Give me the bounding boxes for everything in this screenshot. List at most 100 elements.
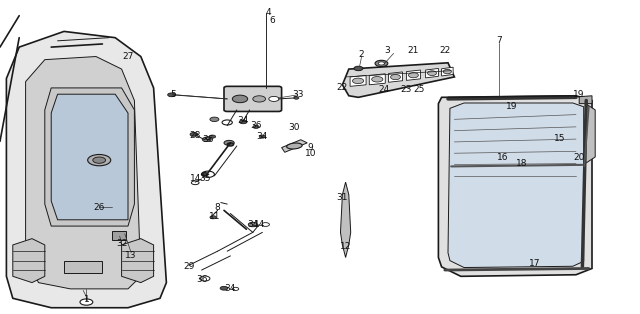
- Text: 12: 12: [340, 242, 351, 251]
- Polygon shape: [13, 239, 45, 283]
- Circle shape: [220, 286, 228, 290]
- Text: 28: 28: [189, 131, 201, 139]
- Text: 31: 31: [337, 193, 348, 202]
- Ellipse shape: [444, 69, 451, 74]
- Text: 22: 22: [439, 46, 451, 55]
- Circle shape: [202, 137, 211, 142]
- Text: 4: 4: [266, 8, 271, 17]
- Circle shape: [224, 140, 234, 145]
- Text: 13: 13: [125, 252, 137, 260]
- Circle shape: [262, 223, 269, 226]
- Text: 34: 34: [225, 284, 236, 293]
- Text: 34: 34: [247, 220, 259, 229]
- Polygon shape: [442, 67, 453, 76]
- Circle shape: [88, 154, 111, 166]
- Circle shape: [209, 135, 216, 138]
- Text: 29: 29: [183, 263, 195, 271]
- Polygon shape: [579, 96, 592, 104]
- Polygon shape: [406, 70, 420, 80]
- Polygon shape: [64, 261, 102, 273]
- Text: 8: 8: [215, 203, 220, 212]
- Circle shape: [253, 125, 259, 128]
- Circle shape: [253, 96, 266, 102]
- Text: 34: 34: [237, 116, 249, 125]
- Polygon shape: [340, 182, 351, 257]
- Text: 18: 18: [516, 159, 527, 168]
- Text: 26: 26: [93, 203, 105, 212]
- Text: 1: 1: [84, 295, 89, 304]
- Text: 2: 2: [359, 51, 364, 59]
- Circle shape: [222, 120, 232, 125]
- Polygon shape: [26, 57, 141, 289]
- Text: 9: 9: [308, 143, 313, 152]
- Text: 33: 33: [292, 90, 303, 99]
- Circle shape: [375, 60, 388, 67]
- Text: 11: 11: [209, 212, 220, 221]
- Polygon shape: [51, 94, 128, 220]
- Text: 36: 36: [250, 121, 262, 130]
- Circle shape: [202, 173, 208, 176]
- Text: 14: 14: [253, 220, 265, 229]
- Circle shape: [168, 93, 175, 97]
- Circle shape: [232, 287, 239, 290]
- Polygon shape: [342, 63, 454, 97]
- Text: 16: 16: [497, 153, 508, 161]
- Circle shape: [354, 66, 363, 71]
- Text: 20: 20: [573, 153, 585, 161]
- Circle shape: [200, 276, 210, 281]
- Text: 10: 10: [305, 149, 316, 158]
- Text: 5: 5: [170, 90, 175, 99]
- Polygon shape: [388, 72, 403, 82]
- Ellipse shape: [353, 78, 364, 84]
- Text: 36: 36: [202, 135, 214, 144]
- Circle shape: [259, 135, 266, 138]
- Circle shape: [239, 120, 247, 124]
- Text: 30: 30: [289, 123, 300, 132]
- Polygon shape: [426, 68, 438, 78]
- Circle shape: [93, 157, 106, 163]
- Text: 3: 3: [385, 46, 390, 55]
- Circle shape: [378, 62, 385, 65]
- Text: 7: 7: [497, 36, 502, 45]
- Text: 22: 22: [337, 84, 348, 92]
- Circle shape: [232, 95, 248, 103]
- Text: 15: 15: [554, 134, 566, 143]
- Polygon shape: [350, 75, 366, 86]
- Circle shape: [205, 137, 211, 139]
- Text: 36: 36: [196, 275, 207, 284]
- Text: 35: 35: [199, 175, 211, 183]
- Circle shape: [227, 143, 234, 146]
- Polygon shape: [448, 103, 584, 268]
- Circle shape: [80, 299, 93, 305]
- Polygon shape: [369, 74, 385, 85]
- Text: 19: 19: [573, 90, 585, 99]
- Text: 24: 24: [378, 85, 390, 94]
- Text: 34: 34: [257, 132, 268, 141]
- Text: 25: 25: [413, 85, 425, 94]
- Circle shape: [202, 171, 214, 177]
- Circle shape: [294, 97, 299, 99]
- Text: 32: 32: [116, 239, 127, 248]
- Ellipse shape: [428, 71, 436, 75]
- Ellipse shape: [287, 143, 302, 149]
- Text: 6: 6: [269, 16, 275, 25]
- Polygon shape: [586, 104, 595, 163]
- Text: 17: 17: [529, 259, 540, 268]
- Circle shape: [210, 216, 216, 219]
- Polygon shape: [6, 31, 166, 308]
- Polygon shape: [45, 88, 134, 226]
- Polygon shape: [438, 96, 592, 276]
- Text: 23: 23: [401, 85, 412, 94]
- Polygon shape: [112, 231, 126, 240]
- Circle shape: [269, 96, 279, 101]
- Text: 27: 27: [122, 52, 134, 61]
- Ellipse shape: [390, 74, 401, 80]
- Text: 19: 19: [506, 102, 518, 111]
- Text: 14: 14: [189, 175, 201, 183]
- Circle shape: [210, 117, 219, 122]
- FancyBboxPatch shape: [224, 86, 282, 111]
- Circle shape: [248, 222, 257, 227]
- Ellipse shape: [372, 77, 383, 82]
- Text: 21: 21: [407, 46, 419, 55]
- Polygon shape: [282, 140, 307, 152]
